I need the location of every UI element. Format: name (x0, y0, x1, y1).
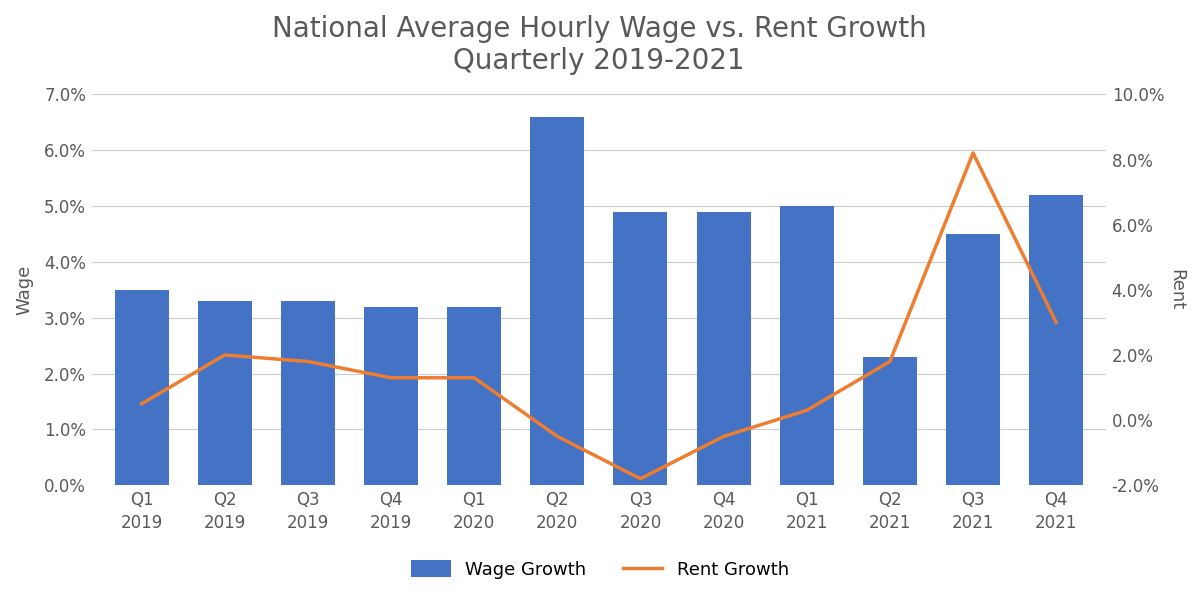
Bar (1030, 195, 1084, 486)
Rent Growth (217, 352, 232, 359)
Rent Growth (799, 407, 814, 414)
Rent Growth (550, 433, 564, 440)
Line: Rent Growth: Rent Growth (142, 153, 1056, 479)
Bar (946, 234, 1000, 486)
Rent Growth (716, 433, 731, 440)
Rent Growth (384, 374, 398, 381)
Rent Growth (467, 374, 481, 381)
Bar (613, 212, 667, 486)
Bar (281, 301, 335, 486)
Legend: Wage Growth, Rent Growth: Wage Growth, Rent Growth (404, 553, 796, 586)
Bar (863, 357, 917, 486)
Y-axis label: Wage: Wage (14, 265, 32, 315)
Rent Growth (1049, 319, 1063, 326)
Bar (780, 206, 834, 486)
Rent Growth (634, 475, 648, 483)
Rent Growth (966, 149, 980, 156)
Rent Growth (883, 358, 898, 365)
Title: National Average Hourly Wage vs. Rent Growth
Quarterly 2019-2021: National Average Hourly Wage vs. Rent Gr… (271, 15, 926, 76)
Y-axis label: Rent: Rent (1166, 269, 1186, 311)
Bar (198, 301, 252, 486)
Bar (448, 306, 502, 486)
Bar (114, 290, 168, 486)
Bar (696, 212, 751, 486)
Bar (364, 306, 418, 486)
Bar (530, 117, 584, 486)
Rent Growth (301, 358, 316, 365)
Rent Growth (134, 400, 149, 408)
